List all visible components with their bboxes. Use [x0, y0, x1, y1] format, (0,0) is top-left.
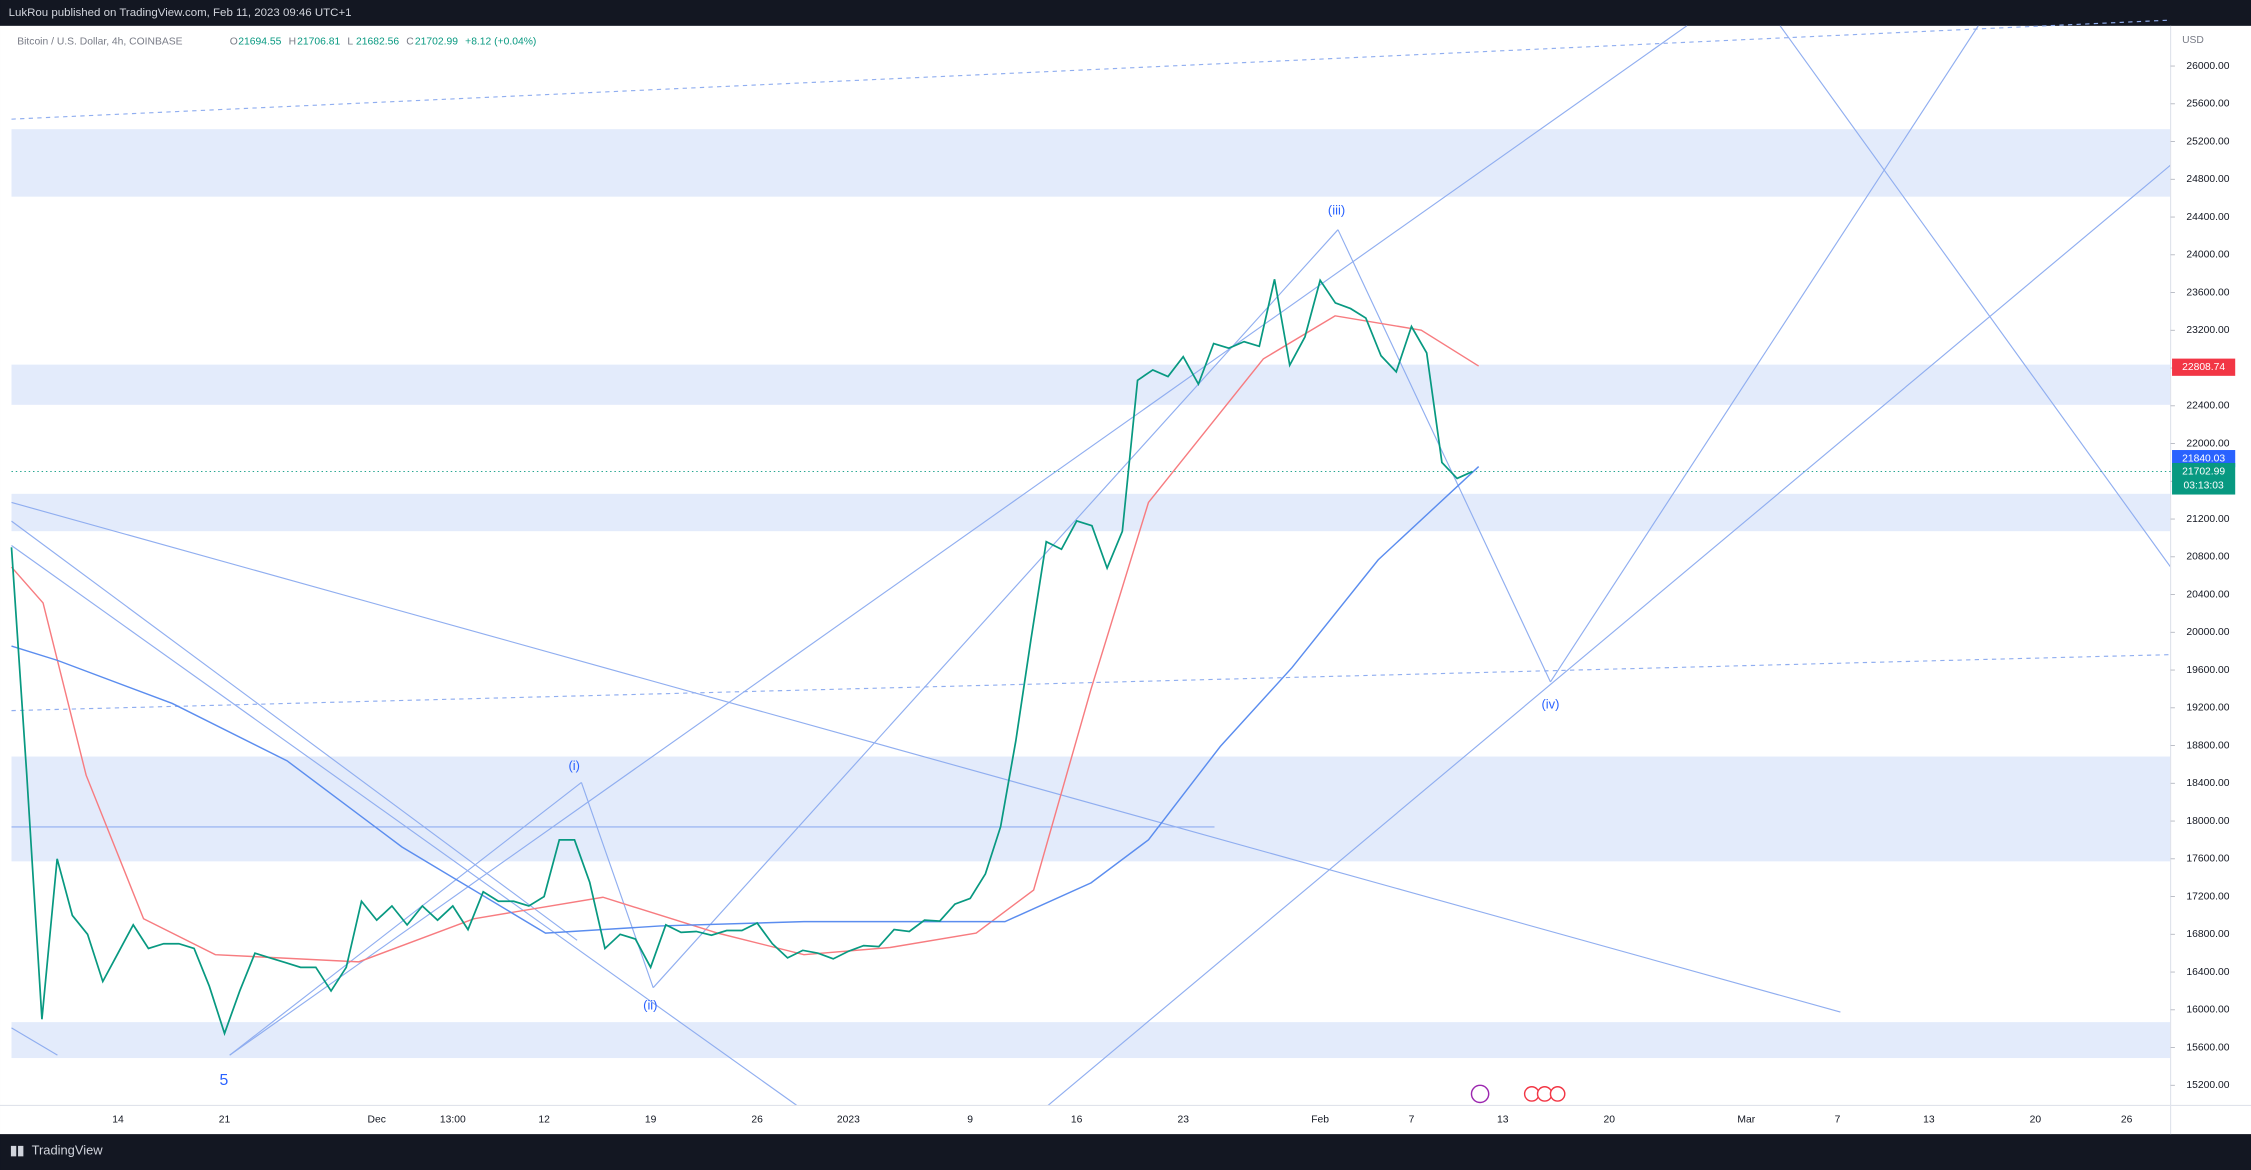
x-tick-label: 13 [1923, 1114, 1935, 1125]
x-tick-label: 21 [219, 1114, 231, 1125]
price-tag-label: 21702.99 [2182, 466, 2225, 477]
x-tick-label: 9 [967, 1114, 973, 1125]
x-tick-label: 7 [1835, 1114, 1841, 1125]
y-tick-label: 16800.00 [2186, 929, 2229, 940]
wave-label: (iv) [1541, 696, 1559, 711]
zone [11, 1022, 2171, 1059]
y-tick-label: 17600.00 [2186, 854, 2229, 865]
chart-area [0, 25, 2251, 1135]
wave-label: (i) [569, 758, 580, 773]
y-tick-label: 18800.00 [2186, 740, 2229, 751]
logo-mark: ▮▮ [10, 1143, 24, 1158]
countdown: 03:13:03 [2184, 481, 2224, 492]
ohlc-value: 21694.55 [238, 36, 281, 47]
price-tag [2172, 358, 2236, 376]
y-tick-label: 25200.00 [2186, 136, 2229, 147]
y-tick-label: 19200.00 [2186, 703, 2229, 714]
x-tick-label: 13 [1497, 1114, 1509, 1125]
y-tick-label: 24000.00 [2186, 250, 2229, 261]
y-tick-label: 24800.00 [2186, 174, 2229, 185]
y-tick-label: 18000.00 [2186, 816, 2229, 827]
y-tick-label: 25600.00 [2186, 99, 2229, 110]
y-tick-label: 19600.00 [2186, 665, 2229, 676]
symbol: Bitcoin / U.S. Dollar, 4h, COINBASE [17, 36, 182, 47]
x-tick-label: 16 [1071, 1114, 1083, 1125]
ohlc-key: O [230, 36, 238, 47]
y-tick-label: 23600.00 [2186, 287, 2229, 298]
y-tick-label: 21200.00 [2186, 514, 2229, 525]
footer-logo: TradingView [32, 1143, 104, 1158]
x-tick-label: 26 [751, 1114, 763, 1125]
currency: USD [2182, 35, 2204, 46]
drawings [10, 19, 2172, 1106]
zone [11, 364, 2171, 405]
ohlc-value: 21702.99 [415, 36, 458, 47]
zone [11, 129, 2171, 197]
x-tick-label: Mar [1737, 1114, 1755, 1125]
ohlc-value: 21706.81 [297, 36, 340, 47]
y-tick-label: 22400.00 [2186, 401, 2229, 412]
price-tag [2172, 462, 2236, 495]
ohlc-key: H [289, 36, 296, 47]
y-tick-label: 17200.00 [2186, 891, 2229, 902]
y-tick-label: 20800.00 [2186, 552, 2229, 563]
y-tick-label: 20000.00 [2186, 627, 2229, 638]
ohlc-key: L [347, 36, 353, 47]
x-tick-label: Feb [1311, 1114, 1329, 1125]
y-tick-label: 20400.00 [2186, 589, 2229, 600]
y-tick-label: 24400.00 [2186, 212, 2229, 223]
change: +8.12 (+0.04%) [465, 36, 536, 47]
y-tick-label: 23200.00 [2186, 325, 2229, 336]
y-tick-label: 18400.00 [2186, 778, 2229, 789]
price-line [10, 278, 1473, 1037]
price-tag [2172, 450, 2236, 468]
x-tick-label: 26 [2121, 1114, 2133, 1125]
y-tick-label: 15600.00 [2186, 1042, 2229, 1053]
wave-label: (ii) [643, 998, 657, 1013]
x-tick-label: 23 [1177, 1114, 1189, 1125]
y-tick-label: 16000.00 [2186, 1005, 2229, 1016]
y-tick-label: 16400.00 [2186, 967, 2229, 978]
x-tick-label: 13:00 [440, 1114, 466, 1125]
x-tick-label: 20 [1604, 1114, 1616, 1125]
ohlc-key: C [406, 36, 414, 47]
x-tick-label: 12 [538, 1114, 550, 1125]
x-tick-label: 14 [112, 1114, 124, 1125]
price-tag-label: 22808.74 [2182, 362, 2225, 373]
wave-label: (iii) [1328, 202, 1345, 217]
x-tick-label: Dec [368, 1114, 386, 1125]
y-tick-label: 22000.00 [2186, 438, 2229, 449]
x-tick-label: 20 [2030, 1114, 2042, 1125]
wave-label: 5 [220, 1072, 229, 1089]
ohlc-value: 21682.56 [356, 36, 399, 47]
price-tag-label: 21840.03 [2182, 453, 2225, 464]
y-tick-label: 15200.00 [2186, 1080, 2229, 1091]
publisher: LukRou published on TradingView.com, Feb… [9, 7, 352, 19]
zone [11, 756, 2171, 862]
x-tick-label: 7 [1409, 1114, 1415, 1125]
y-tick-label: 26000.00 [2186, 61, 2229, 72]
x-tick-label: 19 [645, 1114, 657, 1125]
x-tick-label: 2023 [837, 1114, 860, 1125]
